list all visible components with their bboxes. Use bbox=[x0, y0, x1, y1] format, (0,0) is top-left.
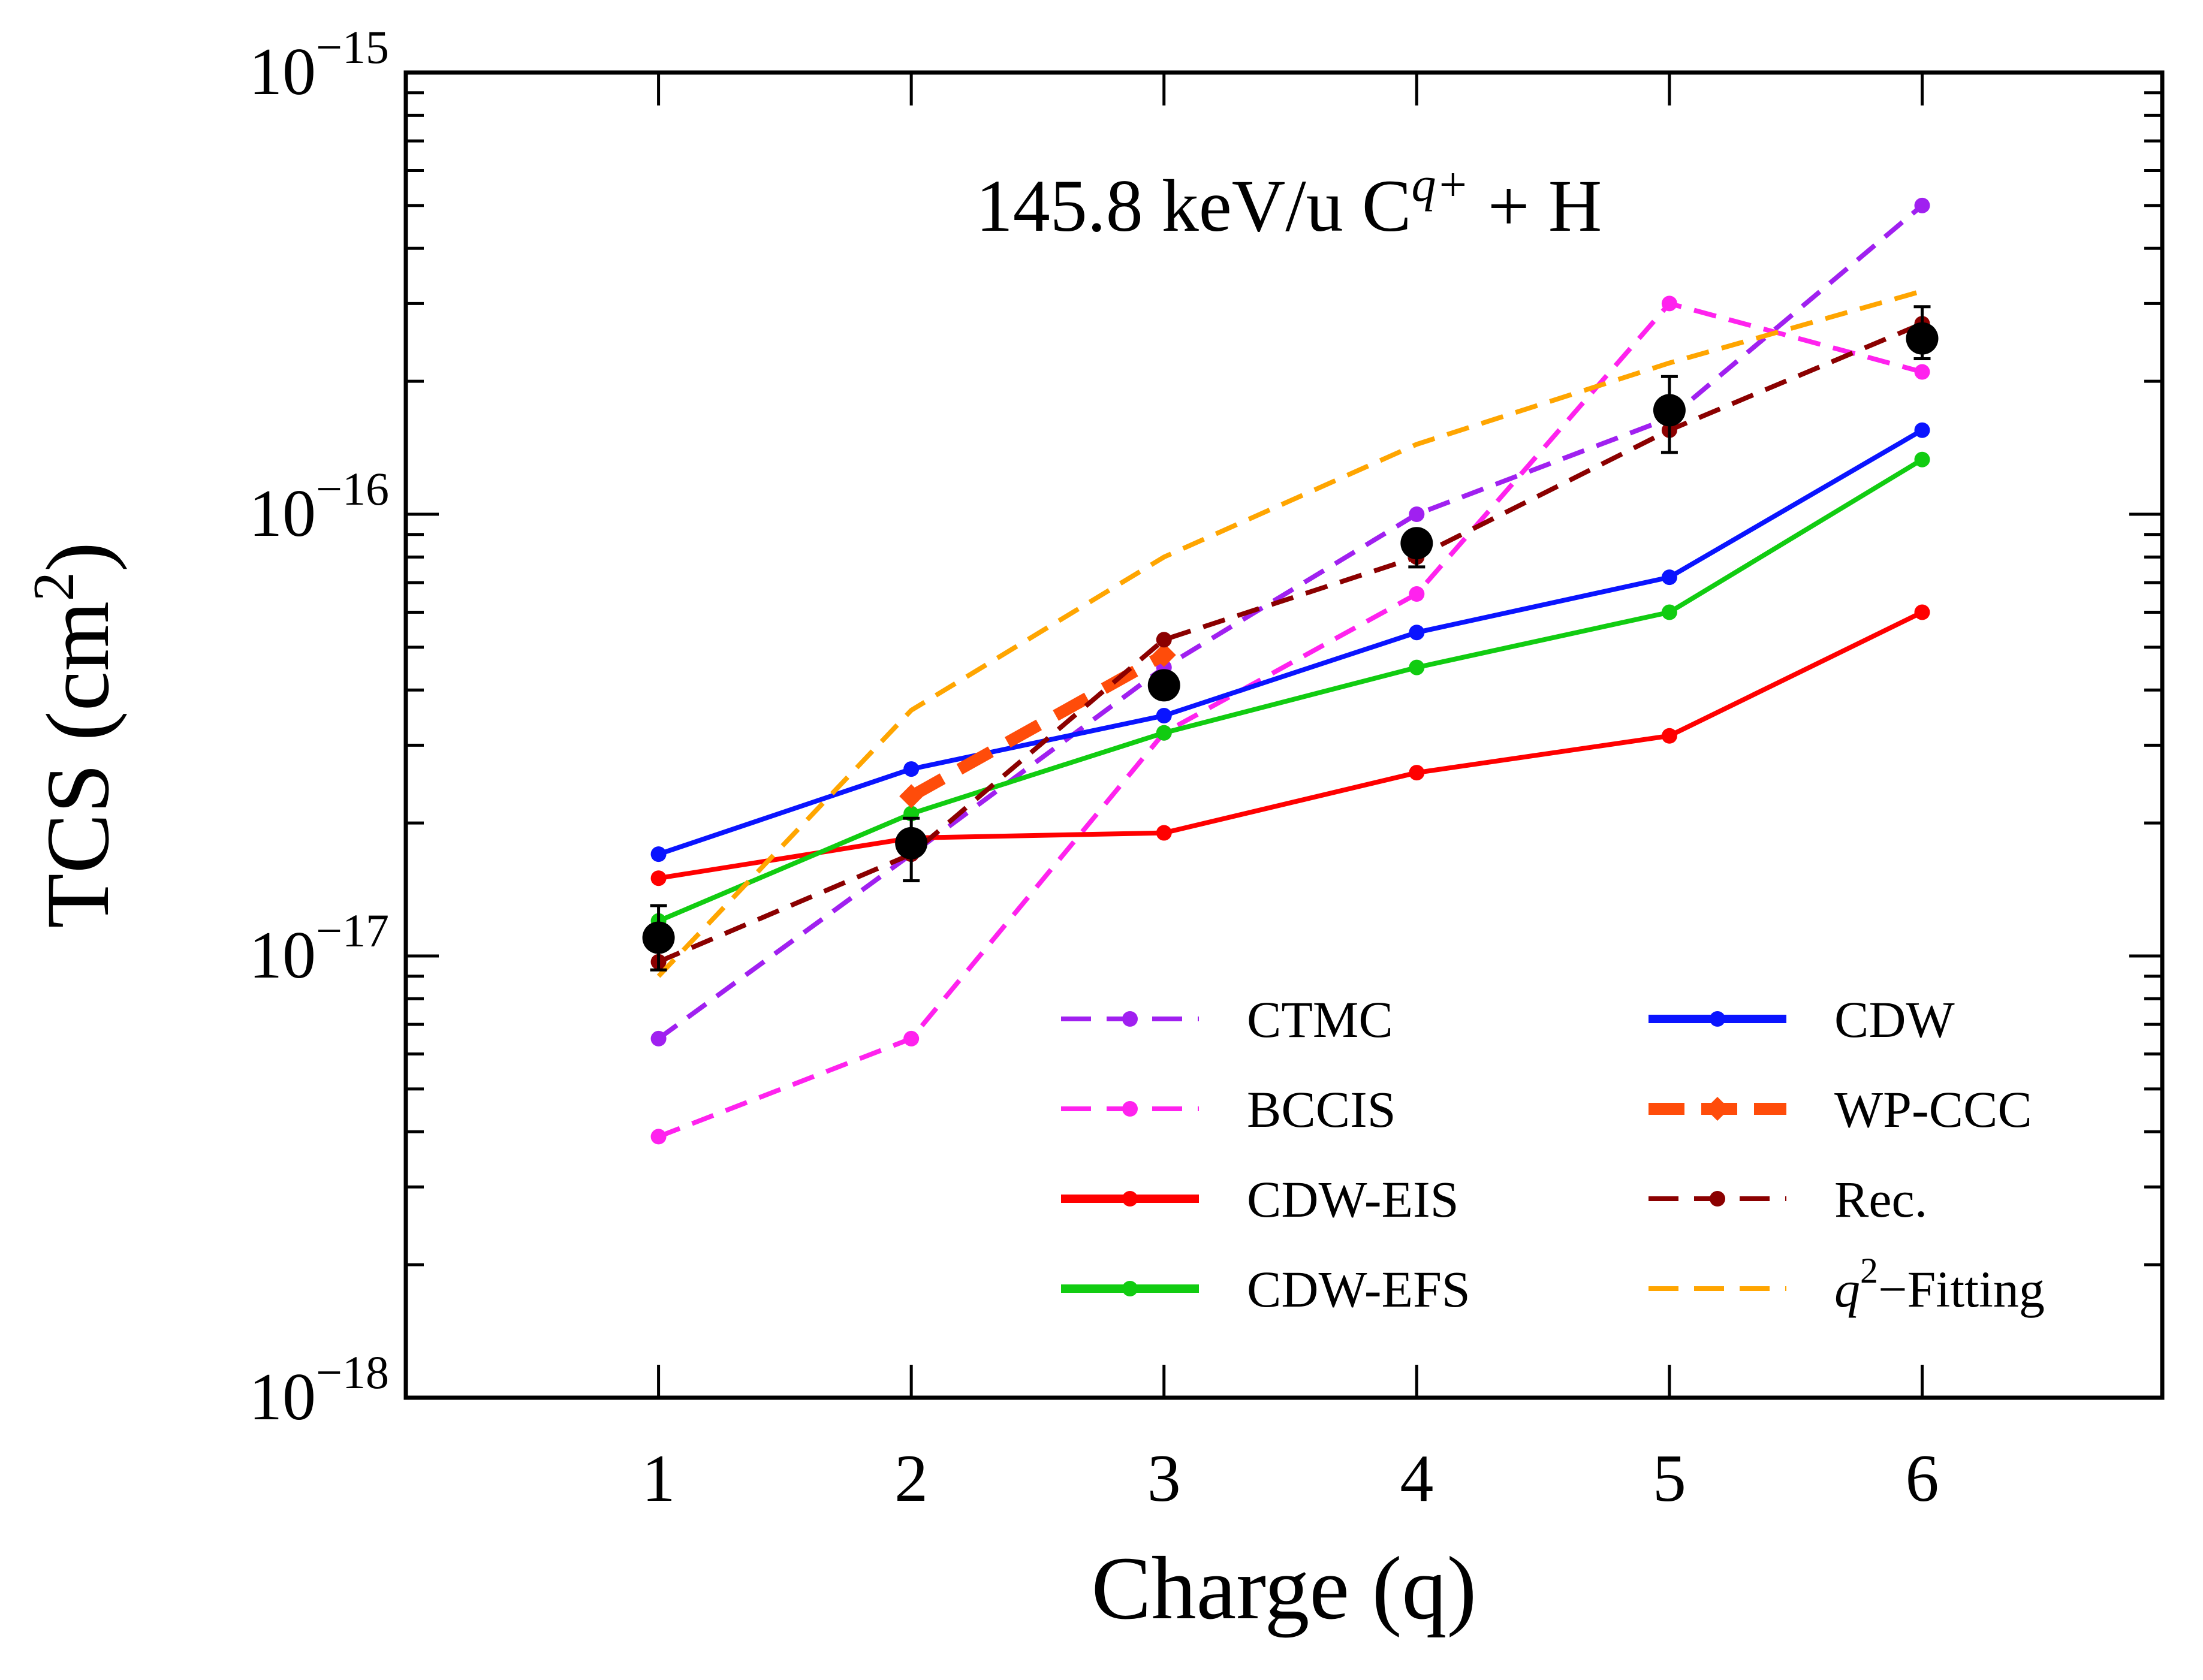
y-tick-label-3: 10−15 bbox=[249, 21, 389, 109]
x-tick-label-4: 4 bbox=[1400, 1441, 1433, 1516]
y-tick-label-base: 10 bbox=[249, 476, 316, 551]
series-line-bccis bbox=[658, 301, 1923, 1139]
point-cdw-6 bbox=[1914, 422, 1930, 438]
series-line-cdw-efs bbox=[658, 457, 1924, 924]
experiment-point-4 bbox=[1400, 527, 1433, 560]
legend-marker-cdw-eis bbox=[1122, 1191, 1138, 1207]
y-axis-label: TCS (cm2) bbox=[22, 542, 128, 928]
experiment-point-5 bbox=[1653, 394, 1686, 427]
legend: CTMC BCCIS CDW-EIS CDW-EFS CDW WP-CCC Rec. q2−F… bbox=[1061, 991, 2045, 1318]
legend-marker-ctmc bbox=[1122, 1011, 1138, 1027]
legend-label-cdw: CDW bbox=[1834, 991, 1955, 1048]
point-ctmc-1 bbox=[650, 1030, 667, 1046]
experiment-point-1 bbox=[642, 921, 675, 954]
chart-title-main: 145.8 keV/u C bbox=[976, 165, 1412, 247]
legend-marker-wp-ccc bbox=[1705, 1097, 1729, 1121]
y-axis-label-sup: 2 bbox=[22, 572, 86, 601]
point-cdw-4 bbox=[1409, 625, 1425, 641]
point-cdw-efs-4 bbox=[1409, 659, 1425, 675]
legend-label-rec: Rec. bbox=[1834, 1171, 1927, 1228]
series-group bbox=[650, 197, 1930, 1145]
point-bccis-6 bbox=[1914, 364, 1930, 380]
point-cdw-eis-6 bbox=[1914, 604, 1930, 620]
point-cdw-eis-4 bbox=[1409, 765, 1425, 781]
series-line-rec bbox=[658, 321, 1924, 964]
point-cdw-2 bbox=[903, 761, 920, 777]
y-axis-label-main: TCS (cm bbox=[28, 601, 128, 928]
point-bccis-2 bbox=[903, 1030, 920, 1046]
series-line-cdw-eis bbox=[658, 610, 1924, 881]
x-axis-label: Charge (q) bbox=[1092, 1539, 1477, 1638]
y-tick-label-exp: −17 bbox=[316, 904, 389, 957]
chart-title-sup: q+ bbox=[1411, 157, 1469, 212]
chart-title-tail: + H bbox=[1469, 165, 1602, 247]
legend-label-ctmc: CTMC bbox=[1247, 991, 1393, 1048]
chart-title: 145.8 keV/u Cq+ + H bbox=[976, 157, 1602, 247]
y-tick-label-2: 10−16 bbox=[249, 463, 389, 551]
point-cdw-3 bbox=[1156, 708, 1172, 724]
point-cdw-eis-1 bbox=[650, 870, 667, 886]
point-ctmc-6 bbox=[1914, 197, 1930, 213]
point-cdw-eis-5 bbox=[1661, 728, 1677, 744]
experiment-point-3 bbox=[1147, 669, 1180, 702]
series-line-ctmc bbox=[657, 203, 1924, 1041]
experiment-point-6 bbox=[1906, 322, 1939, 355]
y-tick-label-base: 10 bbox=[249, 1360, 316, 1434]
point-cdw-efs-5 bbox=[1661, 604, 1677, 620]
point-wp-ccc-3 bbox=[1152, 643, 1176, 667]
point-ctmc-4 bbox=[1409, 506, 1425, 522]
point-cdw-efs-6 bbox=[1914, 451, 1930, 467]
series-line-cdw bbox=[658, 428, 1924, 856]
point-bccis-4 bbox=[1409, 586, 1425, 602]
experiment-group bbox=[642, 305, 1939, 972]
legend-label-cdw-efs: CDW-EFS bbox=[1247, 1260, 1470, 1318]
series-line-q2-fitting bbox=[656, 288, 1923, 978]
legend-marker-bccis bbox=[1122, 1101, 1138, 1117]
legend-marker-cdw bbox=[1710, 1011, 1725, 1027]
experiment-point-2 bbox=[895, 827, 928, 859]
x-tick-label-5: 5 bbox=[1653, 1441, 1686, 1516]
point-cdw-eis-3 bbox=[1156, 825, 1172, 841]
point-cdw-efs-3 bbox=[1156, 725, 1172, 741]
point-cdw-5 bbox=[1661, 569, 1677, 586]
legend-label-tail: −Fitting bbox=[1878, 1260, 2045, 1318]
ticks-group bbox=[406, 71, 2162, 1400]
x-tick-label-3: 3 bbox=[1147, 1441, 1181, 1516]
y-tick-label-base: 10 bbox=[249, 918, 316, 993]
point-bccis-1 bbox=[650, 1129, 667, 1145]
y-tick-label-base: 10 bbox=[249, 35, 316, 109]
plot-frame bbox=[403, 70, 2165, 1400]
y-tick-label-1: 10−17 bbox=[249, 904, 389, 993]
y-tick-label-0: 10−18 bbox=[249, 1346, 389, 1434]
point-bccis-5 bbox=[1661, 295, 1677, 312]
x-tick-label-2: 2 bbox=[894, 1441, 928, 1516]
legend-label-sup: 2 bbox=[1860, 1251, 1878, 1290]
y-axis-label-tail: ) bbox=[28, 542, 128, 572]
y-tick-label-exp: −15 bbox=[316, 21, 389, 73]
y-tick-label-exp: −18 bbox=[316, 1346, 389, 1398]
point-rec-3 bbox=[1156, 632, 1172, 648]
legend-label-italic: q bbox=[1834, 1260, 1860, 1318]
legend-label-q2-fitting: q2−Fitting bbox=[1834, 1251, 2045, 1318]
legend-label-wp-ccc: WP-CCC bbox=[1834, 1081, 2032, 1138]
legend-label-bccis: BCCIS bbox=[1247, 1081, 1396, 1138]
point-cdw-1 bbox=[650, 846, 667, 862]
point-wp-ccc-2 bbox=[899, 784, 924, 809]
legend-label-cdw-eis: CDW-EIS bbox=[1247, 1171, 1459, 1228]
x-tick-label-6: 6 bbox=[1905, 1441, 1939, 1516]
legend-marker-cdw-efs bbox=[1122, 1281, 1138, 1296]
y-tick-label-exp: −16 bbox=[316, 463, 389, 515]
x-tick-label-1: 1 bbox=[642, 1441, 676, 1516]
legend-marker-rec bbox=[1710, 1191, 1725, 1207]
